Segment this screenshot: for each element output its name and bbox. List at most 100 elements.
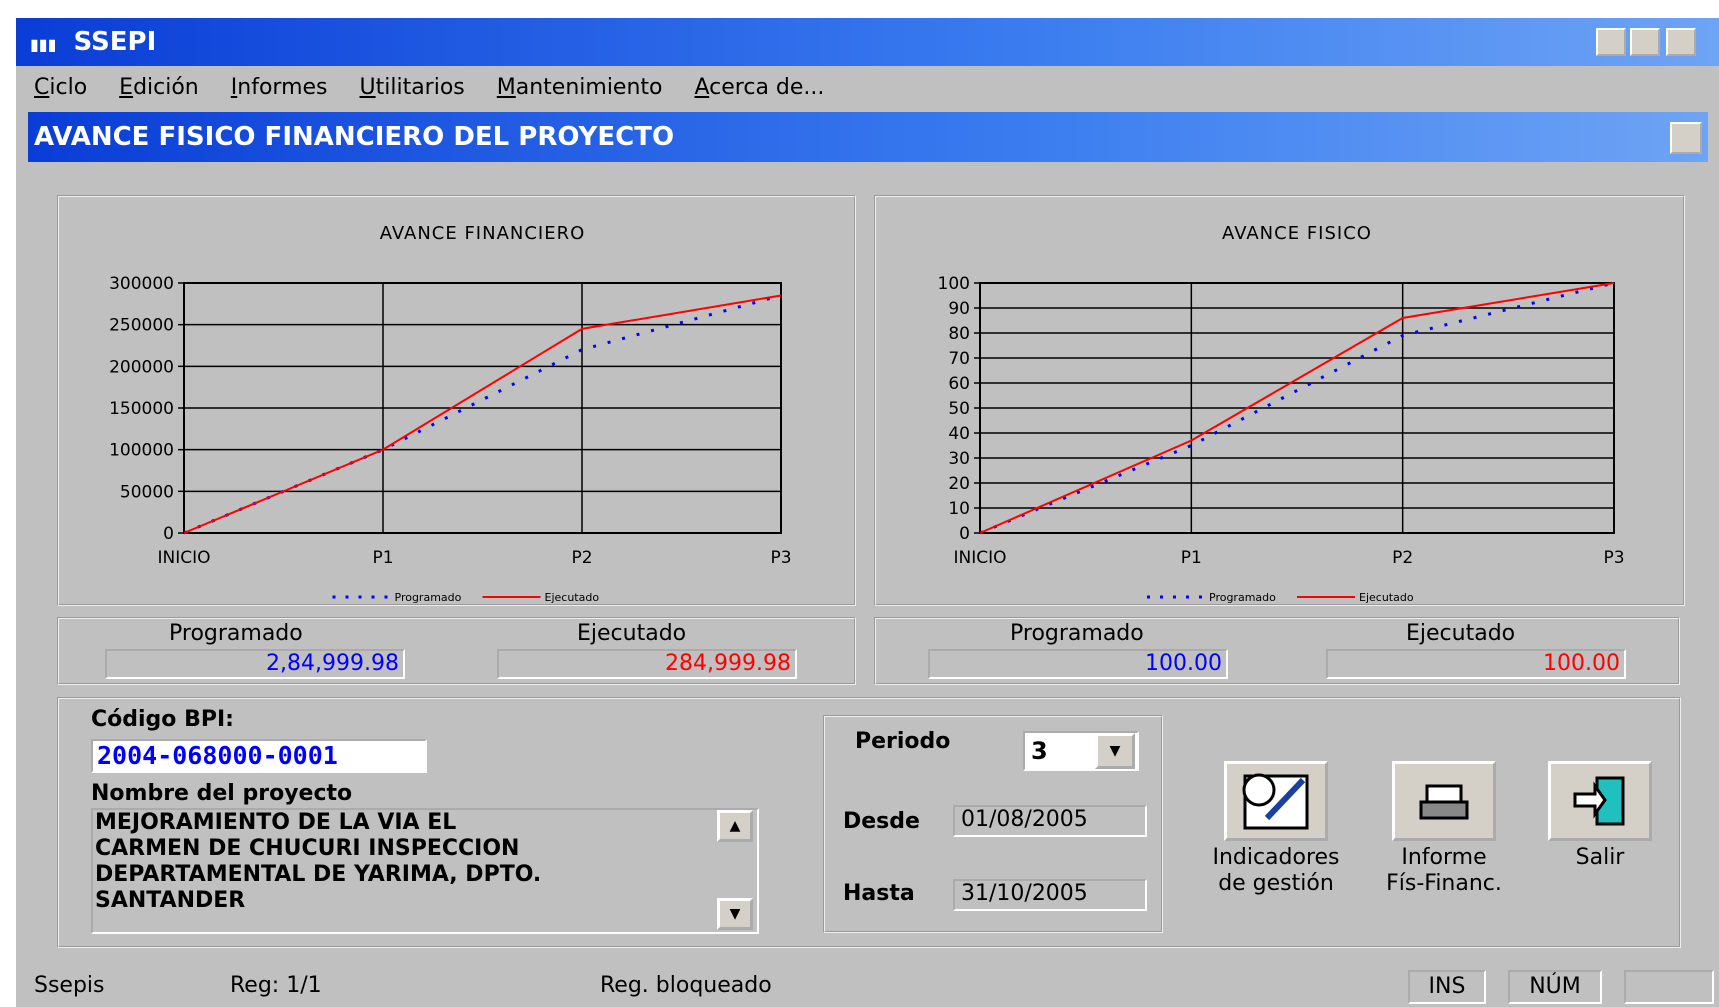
summary-panel: Programado 2,84,999.98 Ejecutado 284,999… [57, 617, 856, 685]
label: Programado [1010, 621, 1144, 646]
code-field: 2004-068000-0001 [91, 739, 427, 773]
minimize-button[interactable] [1596, 28, 1626, 56]
y-tick-label: 60 [948, 374, 970, 394]
x-tick-label: P1 [372, 548, 393, 568]
maximize-button[interactable] [1630, 28, 1660, 56]
window-title: SSEPI [73, 27, 157, 57]
period-panel: Periodo 3 ▼ Desde 01/08/2005 Hasta 31/10… [823, 715, 1163, 933]
button-face[interactable] [1392, 761, 1496, 841]
text-line: SANTANDER [95, 888, 246, 913]
button-label: Informe Fís-Financ. [1369, 845, 1519, 897]
y-tick-label: 30 [948, 449, 970, 469]
chart: AVANCE FISICO 0 10 20 30 40 50 60 70 80 90 100 INICI… [938, 223, 1625, 604]
y-tick-label: 70 [948, 349, 970, 369]
y-tick-label: 90 [948, 299, 970, 319]
summary-panel: Programado 100.00 Ejecutado 100.00 [874, 617, 1680, 685]
y-tick-label: 300000 [109, 274, 174, 294]
scroll-up[interactable]: ▲ [717, 810, 753, 842]
menu-item[interactable]: Edición [119, 75, 199, 100]
x-tick-label: P2 [1392, 548, 1413, 568]
y-tick-label: 0 [163, 524, 174, 544]
y-tick-label: 100 [938, 274, 970, 294]
text-line: Fís-Financ. [1386, 871, 1502, 896]
legend-label: Programado [395, 591, 462, 604]
label: Desde [843, 809, 920, 834]
text-line: Informe [1401, 845, 1487, 870]
legend-label: Programado [1209, 591, 1276, 604]
status-record: Reg: 1/1 [230, 973, 322, 998]
label: Nombre del proyecto [91, 781, 353, 806]
menu-item[interactable]: Mantenimiento [496, 75, 663, 100]
plot-frame [183, 282, 782, 534]
chart-panel: AVANCE FINANCIERO 0 50000 100000 150000 20000… [57, 195, 856, 606]
label: Programado [169, 621, 303, 646]
menu-item[interactable]: Acerca de... [694, 75, 825, 100]
project-name-box: MEJORAMIENTO DE LA VIA EL CARMEN DE CHUC… [91, 808, 759, 934]
label: Código BPI: [91, 707, 234, 732]
value-field: 100.00 [928, 649, 1228, 679]
value-field: 100.00 [1326, 649, 1626, 679]
form-title-bar: AVANCE FISICO FINANCIERO DEL PROYECTO [28, 112, 1708, 162]
text-line: CARMEN DE CHUCURI INSPECCION [95, 836, 520, 861]
form-title: AVANCE FISICO FINANCIERO DEL PROYECTO [34, 122, 675, 152]
data-line [183, 294, 782, 535]
window: ▮▮▮ SSEPI Ciclo Edición Informes Utilitario… [16, 18, 1719, 1007]
label: Ejecutado [577, 621, 687, 646]
status-app: Ssepis [34, 973, 105, 998]
indicators-button[interactable]: Indicadores de gestión [1201, 761, 1351, 897]
icon [1242, 773, 1309, 830]
label: Hasta [843, 881, 915, 906]
chart-panel: AVANCE FISICO 0 10 20 30 40 50 60 70 80 90 100 INICI… [874, 195, 1685, 606]
title-bar: ▮▮▮ SSEPI [16, 18, 1719, 66]
date-field: 31/10/2005 [953, 879, 1147, 911]
chart-title: AVANCE FISICO [1222, 223, 1372, 244]
data-line [979, 282, 1615, 534]
menu-item[interactable]: Utilitarios [359, 75, 465, 100]
plot-frame [979, 282, 1615, 534]
menu-item[interactable]: Informes [230, 75, 328, 100]
chart-title: AVANCE FINANCIERO [380, 223, 586, 244]
close-button[interactable] [1666, 28, 1696, 56]
data-line [979, 281, 1615, 535]
x-tick-label: INICIO [953, 548, 1006, 568]
dropdown-button[interactable]: ▼ [1095, 733, 1135, 769]
x-tick-label: P3 [770, 548, 791, 568]
button-face[interactable] [1224, 761, 1328, 841]
x-tick-label: INICIO [157, 548, 210, 568]
period-select[interactable]: 3 ▼ [1023, 731, 1139, 771]
x-tick-label: P3 [1603, 548, 1624, 568]
button-label: Salir [1545, 845, 1655, 871]
text-line: Salir [1575, 845, 1625, 870]
status-ins: INS [1408, 970, 1486, 1004]
x-tick-label: P1 [1181, 548, 1202, 568]
y-tick-label: 150000 [109, 399, 174, 419]
label: Ejecutado [1406, 621, 1516, 646]
legend-label: Ejecutado [545, 591, 600, 604]
app-icon: ▮▮▮ [30, 35, 57, 54]
y-tick-label: 50 [948, 399, 970, 419]
form-close-button[interactable] [1670, 122, 1702, 154]
menu-bar: Ciclo Edición Informes Utilitarios Mantenimi… [16, 68, 1719, 108]
y-tick-label: 20 [948, 474, 970, 494]
status-state: Reg. bloqueado [600, 973, 772, 998]
legend-label: Ejecutado [1359, 591, 1414, 604]
scroll-down[interactable]: ▼ [717, 898, 753, 930]
project-panel: Código BPI: 2004-068000-0001 Nombre del … [57, 697, 1681, 948]
y-tick-label: 200000 [109, 357, 174, 377]
chart: AVANCE FINANCIERO 0 50000 100000 150000 20000… [109, 223, 791, 604]
menu-item[interactable]: Ciclo [34, 75, 88, 100]
exit-button[interactable]: Salir [1545, 761, 1655, 871]
text-line: Indicadores [1212, 845, 1340, 870]
label: Periodo [855, 729, 951, 754]
value-field: 2,84,999.98 [105, 649, 405, 679]
report-button[interactable]: Informe Fís-Financ. [1369, 761, 1519, 897]
text-line: MEJORAMIENTO DE LA VIA EL [95, 810, 457, 835]
icon [1573, 776, 1625, 826]
data-line [183, 294, 782, 534]
status-empty [1624, 970, 1714, 1004]
text-line: DEPARTAMENTAL DE YARIMA, DPTO. [95, 862, 542, 887]
y-tick-label: 0 [959, 524, 970, 544]
button-face[interactable] [1548, 761, 1652, 841]
y-tick-label: 80 [948, 324, 970, 344]
